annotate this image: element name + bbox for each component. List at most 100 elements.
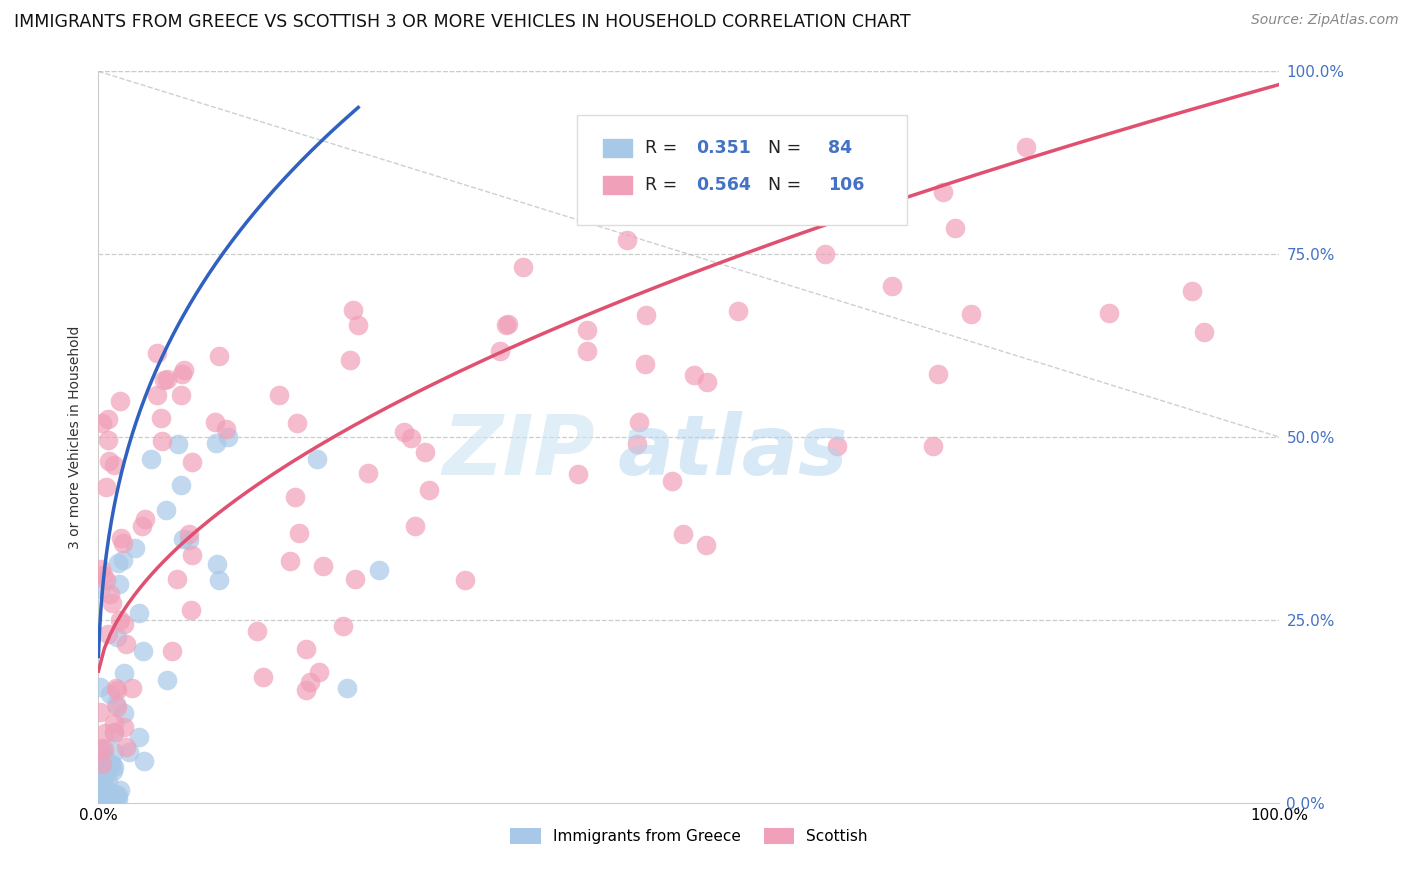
Point — [97, 775, 120, 789]
Point — [103, 745, 125, 759]
Point — [217, 430, 239, 444]
Point — [110, 531, 132, 545]
Point — [96, 822, 118, 837]
Point — [105, 630, 128, 644]
Point — [98, 818, 121, 832]
Point — [278, 554, 301, 568]
Legend: Immigrants from Greece, Scottish: Immigrants from Greece, Scottish — [503, 822, 875, 850]
Point — [1098, 306, 1121, 320]
Point — [98, 756, 121, 771]
Point — [512, 260, 534, 274]
Point — [105, 700, 128, 714]
Point — [454, 574, 477, 588]
Point — [94, 726, 117, 740]
Point — [288, 525, 311, 540]
Bar — [603, 139, 633, 157]
Point — [91, 740, 114, 755]
Point — [108, 782, 131, 797]
Text: atlas: atlas — [619, 411, 849, 492]
Point — [299, 674, 322, 689]
Point — [94, 754, 117, 768]
Point — [90, 757, 112, 772]
Point — [87, 782, 110, 797]
Point — [91, 791, 114, 805]
Point — [567, 467, 589, 481]
Point — [628, 415, 651, 429]
Point — [98, 454, 121, 468]
Point — [489, 344, 512, 359]
Point — [87, 757, 110, 772]
Point — [89, 769, 111, 783]
Point — [576, 323, 599, 337]
Point — [87, 768, 110, 782]
Point — [312, 559, 335, 574]
Point — [177, 527, 200, 541]
Point — [357, 467, 380, 481]
Point — [94, 792, 117, 806]
Point — [89, 680, 111, 694]
Point — [93, 771, 115, 785]
Text: 106: 106 — [828, 176, 865, 194]
Point — [103, 830, 125, 845]
Point — [93, 742, 115, 756]
Point — [105, 698, 128, 712]
Point — [295, 682, 318, 697]
Point — [368, 563, 391, 577]
Point — [87, 741, 110, 756]
Point — [167, 437, 190, 451]
Point — [634, 357, 657, 371]
Point — [103, 823, 125, 838]
Point — [339, 353, 361, 368]
Point — [825, 439, 848, 453]
Text: R =: R = — [645, 139, 683, 157]
Point — [104, 791, 127, 805]
Point — [112, 721, 135, 735]
Point — [91, 788, 114, 802]
Point — [205, 436, 228, 450]
Point — [94, 789, 117, 803]
Point — [284, 491, 307, 505]
Text: N =: N = — [758, 176, 807, 194]
Point — [97, 433, 120, 447]
Point — [626, 437, 648, 451]
Point — [90, 562, 112, 576]
Point — [94, 574, 117, 588]
Point — [696, 376, 718, 390]
Point — [90, 747, 112, 762]
Point — [922, 439, 945, 453]
Point — [91, 753, 114, 767]
Point — [128, 607, 150, 621]
Point — [496, 318, 519, 332]
Point — [115, 739, 138, 754]
Point — [155, 502, 177, 516]
Point — [90, 786, 112, 800]
Point — [97, 412, 120, 426]
Point — [112, 665, 135, 680]
Point — [683, 368, 706, 382]
Point — [132, 644, 155, 658]
Point — [172, 532, 194, 546]
Point — [146, 387, 169, 401]
Point — [814, 247, 837, 261]
Point — [111, 536, 134, 550]
Point — [115, 637, 138, 651]
Point — [108, 393, 131, 408]
Point — [141, 452, 163, 467]
Point — [160, 644, 183, 658]
Point — [156, 372, 179, 386]
Point — [882, 279, 904, 293]
Point — [101, 823, 124, 838]
Point — [89, 747, 111, 762]
Point — [215, 422, 238, 436]
Point — [103, 458, 125, 473]
Point — [634, 308, 657, 322]
Text: 0.564: 0.564 — [696, 176, 751, 194]
Point — [91, 786, 114, 800]
Point — [103, 760, 125, 774]
FancyBboxPatch shape — [576, 115, 907, 225]
Point — [97, 627, 120, 641]
Point — [392, 425, 415, 440]
Point — [180, 455, 202, 469]
Point — [91, 780, 114, 794]
Point — [91, 567, 114, 582]
